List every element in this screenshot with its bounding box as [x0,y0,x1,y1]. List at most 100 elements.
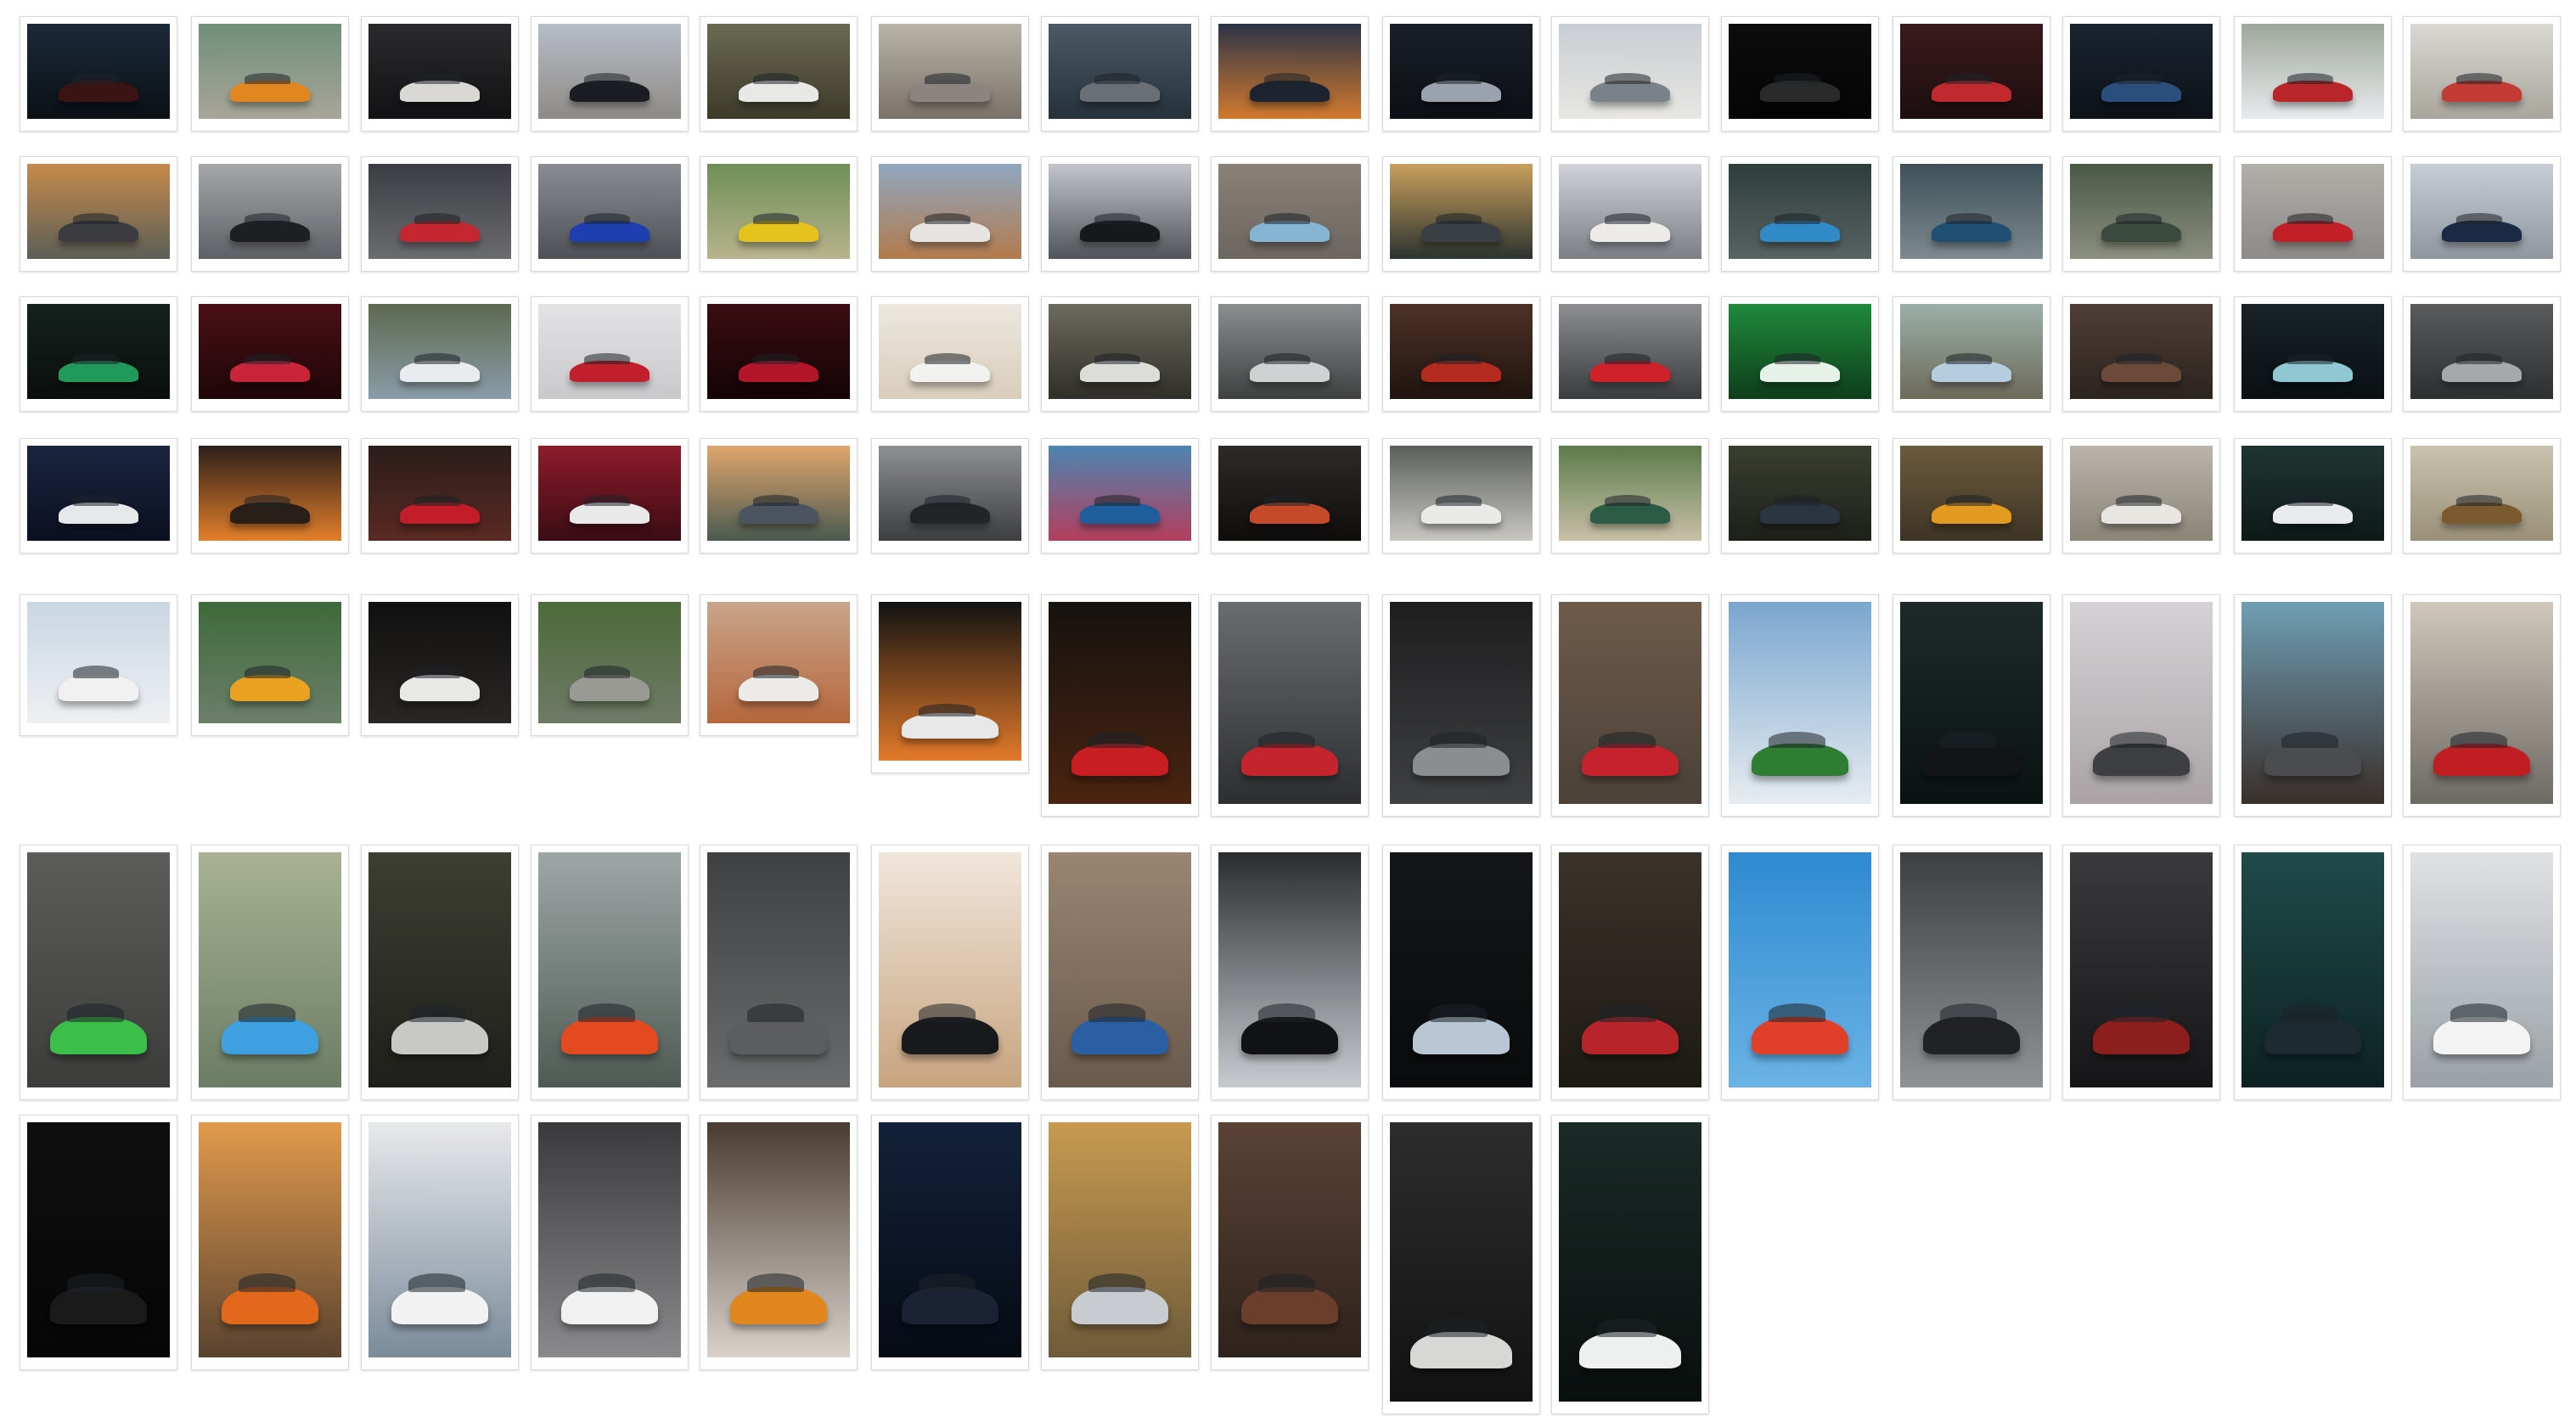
photo-tile-car-interior-steering[interactable] [871,438,1029,553]
photo-tile-red-car-taillights[interactable] [361,438,519,553]
photo-tile-car-mountain-valley[interactable] [1041,296,1199,412]
photo-tile-orange-audi-under-bridge[interactable] [191,1115,349,1370]
photo-tile-suv-misty-road[interactable] [1211,296,1369,412]
photo-tile-headlight-closeup[interactable] [1382,594,1540,817]
photo-tile-white-suv-mountains[interactable] [1551,156,1709,272]
photo-tile-white-car-red-rocks[interactable] [700,594,858,736]
photo-tile-black-mustang-front[interactable] [191,156,349,272]
photo-tile-white-bugatti[interactable] [2234,438,2392,553]
photo-tile-red-car-building[interactable] [2403,594,2561,817]
photo-tile-car-forest-road[interactable] [1721,438,1879,553]
photo-tile-white-jeep-salt-flats[interactable] [20,594,177,736]
photo-tile-car-desert-road-sunset[interactable] [20,156,177,272]
photo-tile-blue-car-mountain-road[interactable] [191,845,349,1100]
photo-tile-mechanic-red-suit[interactable] [1211,594,1369,817]
photo-tile-porsche-forest-road[interactable] [361,845,519,1100]
photo-tile-white-lamborghini-street[interactable] [2403,845,2561,1100]
photo-tile-mercedes-parking-lot[interactable] [1893,845,2050,1100]
photo-tile-yellow-lamborghini[interactable] [700,156,858,272]
photo-tile-white-car-red-tunnel[interactable] [531,438,689,553]
photo-tile-classic-cars-row[interactable] [2403,16,2561,132]
photo-tile-lexus-eiffel-tower[interactable] [2234,594,2392,817]
photo-tile-car-foggy-forest[interactable] [2062,594,2220,817]
photo-tile-blue-car-dealership[interactable] [1893,156,2050,272]
photo-tile-white-car-blue-garage[interactable] [20,438,177,553]
photo-tile-red-classic-cadillac[interactable] [2062,845,2220,1100]
photo-tile-orange-fiat-front[interactable] [1893,438,2050,553]
photo-tile-black-car-studio[interactable] [1721,16,1879,132]
photo-tile-blue-alfa-romeo[interactable] [1893,296,2050,412]
photo-tile-green-classic-roadster[interactable] [1551,438,1709,553]
photo-tile-red-sports-car-studio[interactable] [1893,16,2050,132]
photo-tile-green-car-storefront[interactable] [2062,156,2220,272]
photo-tile-green-truck-salt-flats[interactable] [1721,594,1879,817]
photo-tile-car-tunnel-speed[interactable] [1211,845,1369,1100]
photo-tile-blue-bmw-parking[interactable] [1721,156,1879,272]
photo-tile-silver-car-racetrack[interactable] [1551,16,1709,132]
photo-tile-blue-audi-rs[interactable] [1041,438,1199,553]
photo-tile-red-headlight-detail[interactable] [700,296,858,412]
photo-tile-red-car-street[interactable] [2234,156,2392,272]
photo-tile-car-sunset-road[interactable] [700,438,858,553]
photo-tile-white-gtr-forest-road[interactable] [361,296,519,412]
photo-tile-car-interior-mirror[interactable] [2234,845,2392,1100]
photo-tile-car-headlights-dark-forest[interactable] [2234,296,2392,412]
photo-tile-red-porsche-blue-sky[interactable] [1721,845,1879,1100]
photo-tile-red-car-hotel-night[interactable] [1041,594,1199,817]
photo-tile-white-classic-bmw[interactable] [2062,438,2220,553]
photo-tile-black-tesla-white-wall[interactable] [871,845,1029,1100]
photo-tile-race-car-pit-stop-crew[interactable] [20,845,177,1100]
photo-tile-green-car-neon-garage[interactable] [20,296,177,412]
photo-tile-silver-car-autumn-alley[interactable] [1041,1115,1199,1370]
photo-tile-blue-fiat-500[interactable] [1211,156,1369,272]
photo-tile-mustang-racing-stripes[interactable] [1382,438,1540,553]
photo-tile-red-mustang-parked[interactable] [361,156,519,272]
photo-tile-white-car-sand-dunes[interactable] [871,296,1029,412]
photo-tile-speedometer-closeup[interactable] [1211,438,1369,553]
photo-tile-red-car-snow-forest[interactable] [2234,16,2392,132]
photo-tile-silver-audi-r8[interactable] [2403,296,2561,412]
photo-tile-green-bmw-headlight[interactable] [1721,296,1879,412]
photo-tile-car-in-dark-parking[interactable] [1382,16,1540,132]
photo-tile-porsche-dealership-white-car[interactable] [361,1115,519,1370]
photo-tile-white-suv-canyon[interactable] [871,156,1029,272]
photo-tile-car-on-bridge[interactable] [1041,845,1199,1100]
photo-tile-race-car-pit-overhead[interactable] [871,594,1029,773]
photo-tile-car-sunset-trees[interactable] [1382,156,1540,272]
photo-tile-red-beetle-toy-figure[interactable] [1382,296,1540,412]
photo-tile-white-bmw-dark-studio[interactable] [361,594,519,736]
photo-tile-car-motion-blur-night[interactable] [191,438,349,553]
photo-tile-car-blue-night-forest[interactable] [871,1115,1029,1370]
photo-tile-car-drifting-smoke[interactable] [1041,16,1199,132]
photo-tile-red-car-closeup[interactable] [191,296,349,412]
photo-tile-audi-led-headlights[interactable] [1382,845,1540,1100]
photo-tile-car-dark-forest-road[interactable] [1382,1115,1540,1414]
photo-tile-white-car-headlights-tracks[interactable] [1551,1115,1709,1414]
photo-tile-white-honda-civic-type-r[interactable] [531,1115,689,1370]
photo-tile-blue-lit-car-garage[interactable] [2062,16,2220,132]
photo-tile-orange-lamborghini-palms[interactable] [191,594,349,736]
photo-tile-black-car-highway[interactable] [1041,156,1199,272]
photo-tile-aerial-highway-interchange[interactable] [531,594,689,736]
photo-tile-red-hatchback-trees[interactable] [1551,594,1709,817]
photo-tile-orange-bmw-palm-street[interactable] [531,845,689,1100]
photo-tile-white-car-in-garage[interactable] [361,16,519,132]
photo-tile-red-car-garage-bay[interactable] [1551,296,1709,412]
photo-tile-orange-mustang-snow[interactable] [700,1115,858,1370]
photo-tile-orange-beetle[interactable] [191,16,349,132]
photo-tile-black-car-light-strips[interactable] [20,1115,177,1370]
photo-tile-black-car-underground[interactable] [1893,594,2050,817]
photo-tile-blue-sports-car-street[interactable] [531,156,689,272]
photo-tile-bronze-mustang[interactable] [2062,296,2220,412]
photo-tile-white-suv-dirt-road[interactable] [700,16,858,132]
photo-tile-red-car-dark-woods[interactable] [1551,845,1709,1100]
photo-tile-dark-blue-sedan[interactable] [2403,156,2561,272]
photo-tile-dark-car-on-beach[interactable] [531,16,689,132]
photo-tile-burnt-car-wreck[interactable] [871,16,1029,132]
photo-tile-red-porsche-white-wall[interactable] [531,296,689,412]
photo-tile-mercedes-amg-front[interactable] [700,845,858,1100]
photo-tile-brown-classic-car-front[interactable] [1211,1115,1369,1370]
photo-tile-car-at-night-taillights[interactable] [20,16,177,132]
photo-tile-brown-beetle-street[interactable] [2403,438,2561,553]
photo-tile-car-city-lights-motion[interactable] [1211,16,1369,132]
